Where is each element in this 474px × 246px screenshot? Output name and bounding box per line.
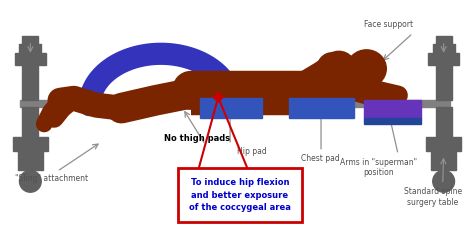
Text: To induce hip flexion
and better exposure
of the coccygeal area: To induce hip flexion and better exposur… (189, 178, 291, 212)
Bar (433, 44, 455, 54)
Bar (436, 107, 452, 137)
Bar (13, 137, 48, 151)
Circle shape (433, 170, 455, 192)
Text: "Sling" attachment: "Sling" attachment (15, 174, 88, 184)
Ellipse shape (173, 72, 209, 109)
Text: No thigh pads: No thigh pads (164, 134, 230, 143)
Bar (431, 151, 456, 170)
Bar (22, 36, 38, 100)
Text: Standard spine
surgery table: Standard spine surgery table (404, 187, 462, 207)
Bar (436, 36, 452, 100)
Bar (201, 98, 262, 118)
Bar (426, 137, 461, 151)
Bar (22, 107, 38, 137)
Bar (364, 118, 421, 124)
Text: Face support: Face support (364, 20, 413, 29)
Text: Chest pad: Chest pad (301, 154, 340, 163)
FancyBboxPatch shape (178, 169, 302, 222)
Text: Arms in "superman"
position: Arms in "superman" position (340, 158, 417, 177)
Bar (18, 151, 43, 170)
Ellipse shape (317, 53, 347, 84)
Ellipse shape (347, 50, 386, 87)
Bar (290, 98, 354, 118)
Bar (428, 53, 459, 65)
Bar (19, 44, 41, 54)
Circle shape (19, 170, 41, 192)
Text: Hip pad: Hip pad (237, 147, 267, 156)
Bar (20, 100, 449, 107)
Bar (15, 53, 46, 65)
Bar (364, 100, 421, 118)
Polygon shape (213, 92, 223, 102)
